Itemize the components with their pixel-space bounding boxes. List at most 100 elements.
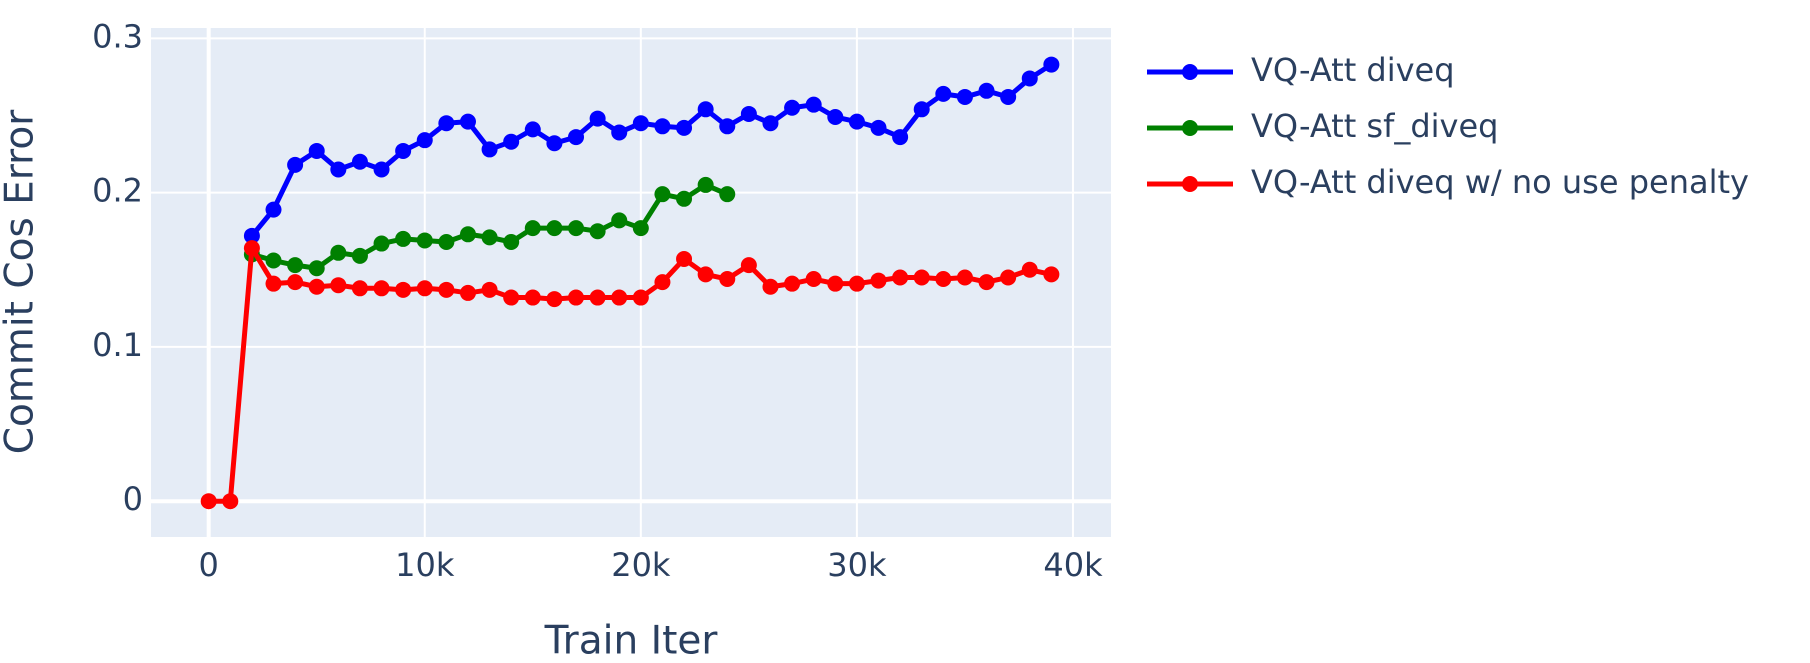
data-point [265, 275, 282, 292]
data-point [459, 226, 476, 243]
data-point [827, 109, 844, 126]
data-point [1000, 88, 1017, 105]
data-point [762, 278, 779, 295]
data-point [395, 230, 412, 247]
data-point [481, 281, 498, 298]
data-point [438, 115, 455, 132]
data-point [330, 244, 347, 261]
legend-marker [1182, 176, 1198, 192]
data-point [654, 186, 671, 203]
data-point [632, 289, 649, 306]
data-point [784, 275, 801, 292]
y-tick-label: 0.3 [92, 17, 143, 55]
data-point [978, 82, 995, 99]
data-point [913, 101, 930, 118]
data-point [546, 135, 563, 152]
data-point [740, 105, 757, 122]
x-tick-label: 10k [395, 546, 455, 584]
data-point [892, 269, 909, 286]
data-point [459, 284, 476, 301]
data-point [892, 129, 909, 146]
data-point [416, 232, 433, 249]
data-point [503, 133, 520, 150]
data-point [395, 281, 412, 298]
data-point [805, 96, 822, 113]
x-axis-title: Train Iter [544, 619, 719, 663]
data-point [373, 235, 390, 252]
data-point [719, 271, 736, 288]
data-point [416, 132, 433, 149]
data-point [308, 278, 325, 295]
data-point [611, 124, 628, 141]
data-point [762, 115, 779, 132]
data-point [1021, 70, 1038, 87]
data-point [265, 201, 282, 218]
data-point [416, 280, 433, 297]
data-point [589, 223, 606, 240]
data-point [697, 176, 714, 193]
data-point [676, 250, 693, 267]
legend-label: VQ-Att diveq [1251, 51, 1455, 89]
x-tick-label: 30k [827, 546, 887, 584]
data-point [654, 118, 671, 135]
data-point [243, 227, 260, 244]
data-point [546, 291, 563, 308]
data-point [697, 101, 714, 118]
data-point [222, 493, 239, 510]
data-point [546, 220, 563, 237]
data-point [330, 277, 347, 294]
data-point [287, 156, 304, 173]
data-point [503, 289, 520, 306]
data-point [330, 161, 347, 178]
data-point [935, 85, 952, 102]
data-point [351, 280, 368, 297]
data-point [395, 142, 412, 159]
data-point [524, 220, 541, 237]
data-point [243, 240, 260, 257]
data-point [287, 257, 304, 274]
data-point [956, 88, 973, 105]
data-point [805, 271, 822, 288]
data-point [719, 186, 736, 203]
legend-marker [1182, 64, 1198, 80]
data-point [827, 275, 844, 292]
data-point [568, 129, 585, 146]
data-point [589, 289, 606, 306]
data-point [956, 269, 973, 286]
data-point [1043, 266, 1060, 283]
data-point [935, 271, 952, 288]
data-point [524, 289, 541, 306]
data-point [438, 281, 455, 298]
legend-label: VQ-Att sf_diveq [1251, 107, 1498, 145]
legend-marker [1182, 120, 1198, 136]
y-tick-label: 0.1 [92, 326, 143, 364]
data-point [503, 233, 520, 250]
data-point [870, 119, 887, 136]
x-tick-label: 0 [199, 546, 219, 584]
data-point [654, 274, 671, 291]
data-point [200, 493, 217, 510]
y-axis-title: Commit Cos Error [0, 109, 43, 454]
x-tick-label: 40k [1043, 546, 1103, 584]
data-point [676, 119, 693, 136]
data-point [1021, 261, 1038, 278]
data-point [481, 141, 498, 158]
data-point [1000, 269, 1017, 286]
data-point [568, 289, 585, 306]
data-point [978, 274, 995, 291]
data-point [611, 212, 628, 229]
data-point [373, 280, 390, 297]
data-point [913, 269, 930, 286]
data-point [632, 220, 649, 237]
data-point [568, 220, 585, 237]
x-tick-label: 20k [611, 546, 671, 584]
data-point [459, 113, 476, 130]
data-point [784, 99, 801, 116]
data-point [287, 274, 304, 291]
y-tick-label: 0 [123, 480, 143, 518]
data-point [697, 266, 714, 283]
data-point [308, 260, 325, 277]
data-point [632, 115, 649, 132]
data-point [524, 121, 541, 138]
data-point [611, 289, 628, 306]
